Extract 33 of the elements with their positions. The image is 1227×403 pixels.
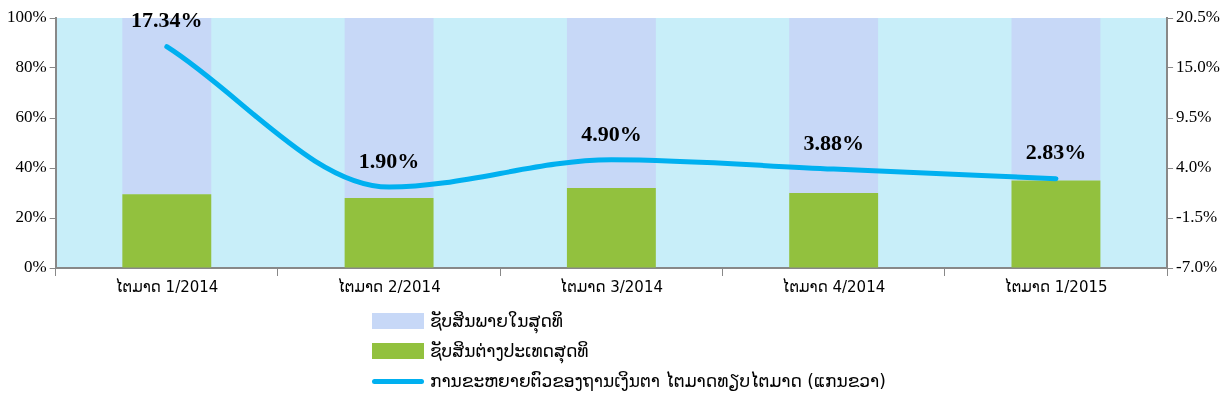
legend-label: ການຂະຫຍາຍຕົວຂອງຖານເງິນຕາ ໄຕມາດທຽບໄຕມາດ (ແກນຂວາ) <box>430 371 886 391</box>
bar <box>344 18 434 198</box>
data-label: 4.90% <box>581 120 642 146</box>
bar <box>789 18 879 193</box>
x-tick-label: ໄຕມາດ 3/2014 <box>559 276 663 296</box>
bar <box>344 198 434 268</box>
x-tick-label: ໄຕມາດ 2/2014 <box>337 276 441 296</box>
bar <box>566 18 656 188</box>
bar <box>789 193 879 268</box>
y2-tick-label: -1.5% <box>1176 207 1218 227</box>
bar <box>122 194 212 268</box>
y2-tick-label: 4.0% <box>1176 157 1212 177</box>
data-label: 3.88% <box>803 129 864 155</box>
y-tick-label: 60% <box>15 107 47 127</box>
y2-tick-label: -7.0% <box>1176 257 1218 277</box>
y2-tick-label: 9.5% <box>1176 107 1212 127</box>
y2-tick-label: 20.5% <box>1176 7 1221 27</box>
x-tick-label: ໄຕມາດ 1/2014 <box>115 276 219 296</box>
y-tick-label: 100% <box>6 7 47 27</box>
data-label: 2.83% <box>1025 139 1087 165</box>
x-tick-label: ໄຕມາດ 1/2015 <box>1004 276 1108 296</box>
y-tick-label: 0% <box>23 257 47 277</box>
y2-tick-label: 15.0% <box>1176 57 1221 77</box>
data-label: 1.90% <box>358 147 420 173</box>
y-tick-label: 20% <box>15 207 47 227</box>
y-tick-label: 80% <box>15 57 47 77</box>
bar <box>1011 180 1101 268</box>
data-label: 17.34% <box>131 7 203 33</box>
legend-label: ຊັບສິນພາຍໃນສຸດທິ <box>430 311 563 331</box>
y-tick-label: 40% <box>15 157 47 177</box>
x-tick-label: ໄຕມາດ 4/2014 <box>782 276 886 296</box>
bar <box>1011 18 1101 181</box>
bar <box>566 188 656 268</box>
